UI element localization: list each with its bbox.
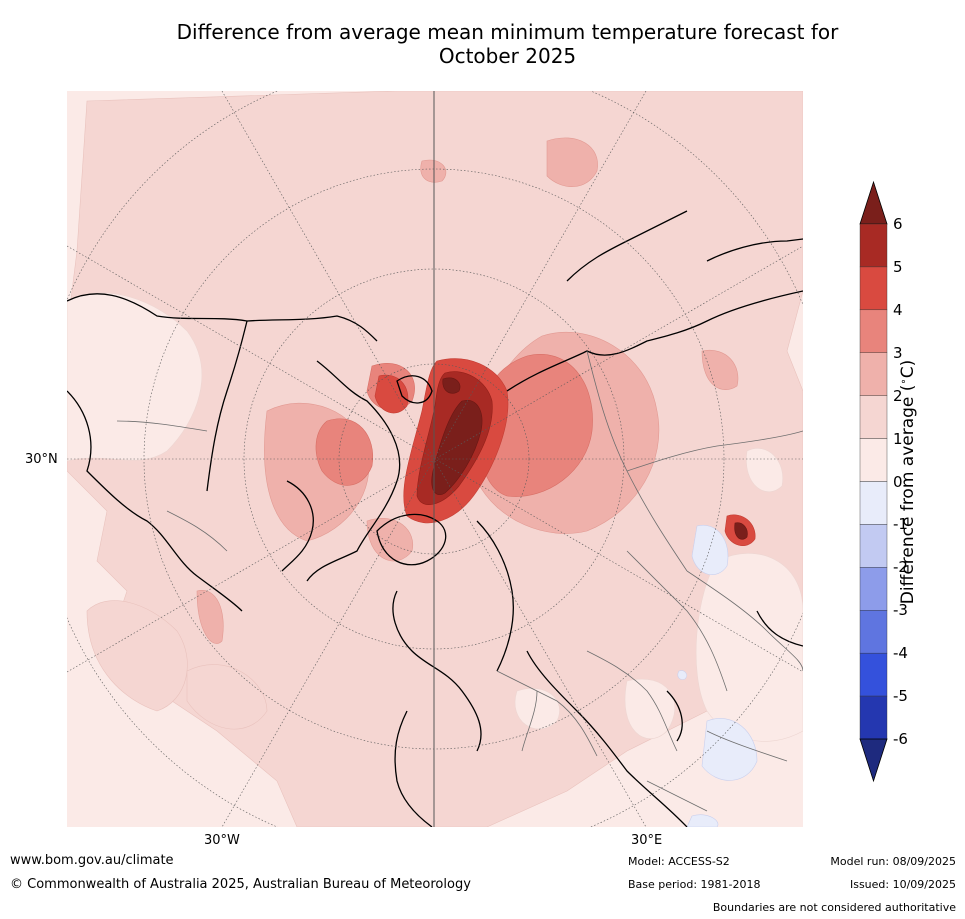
colorbar-tick-label: 1 xyxy=(893,429,903,448)
lon-label-30w: 30°W xyxy=(204,833,240,848)
colorbar-tick-label: 4 xyxy=(893,300,903,319)
colorbar-bin xyxy=(859,223,888,268)
coastlines xyxy=(67,210,803,827)
anomaly-negative-regions xyxy=(677,524,758,827)
colorbar-tick-label: 6 xyxy=(893,215,903,233)
colorbar-over-arrow xyxy=(859,180,888,225)
colorbar-label-unit: C) xyxy=(898,359,918,379)
anomaly-above-6-regions xyxy=(431,377,748,540)
title-line-1: Difference from average mean minimum tem… xyxy=(176,20,839,44)
title-line-2: October 2025 xyxy=(438,44,577,68)
colorbar-tick-label: -5 xyxy=(893,687,908,706)
colorbar-bin xyxy=(859,481,888,525)
anomaly-0-1-patches xyxy=(67,292,803,742)
colorbar xyxy=(859,180,888,783)
lat-label-30n: 30°N xyxy=(25,452,58,467)
forecast-map xyxy=(67,91,803,827)
colorbar-tick-label: 0 xyxy=(893,472,903,491)
colorbar-tick-label: -6 xyxy=(893,730,908,748)
colorbar-bin xyxy=(859,438,888,482)
colorbar-bin xyxy=(859,610,888,654)
issued-text: Issued: 10/09/2025 xyxy=(849,878,956,891)
colorbar-bin xyxy=(859,352,888,396)
colorbar-bin xyxy=(859,395,888,439)
political-boundaries xyxy=(116,350,803,812)
colorbar-tick-label: 2 xyxy=(893,386,903,405)
model-text: Model: ACCESS-S2 xyxy=(628,855,730,868)
colorbar-tick-label: 5 xyxy=(893,257,903,276)
colorbar-tick-label: 3 xyxy=(893,343,903,362)
colorbar-tick-label: -1 xyxy=(893,515,908,534)
website-link[interactable]: www.bom.gov.au/climate xyxy=(10,853,174,868)
colorbar-under-arrow xyxy=(859,738,888,783)
colorbar-label-degree: ∘ xyxy=(898,378,910,385)
colorbar-bin xyxy=(859,266,888,311)
colorbar-label-text: Difference from average ( xyxy=(898,384,918,605)
copyright-text: © Commonwealth of Australia 2025, Austra… xyxy=(10,877,471,892)
map-title: Difference from average mean minimum tem… xyxy=(100,20,915,68)
disclaimer-text: Boundaries are not considered authoritat… xyxy=(712,901,956,914)
colorbar-bin xyxy=(859,567,888,611)
colorbar-tick-label: -2 xyxy=(893,558,908,577)
colorbar-label: Difference from average (∘C) xyxy=(898,360,918,604)
colorbar-bin xyxy=(859,695,888,740)
colorbar-bin xyxy=(859,652,888,697)
colorbar-tick-label: -4 xyxy=(893,644,908,663)
colorbar-tick-label: -3 xyxy=(893,601,908,620)
map-svg xyxy=(67,91,803,827)
colorbar-bin xyxy=(859,524,888,568)
model-run-text: Model run: 08/09/2025 xyxy=(830,855,956,868)
lon-label-30e: 30°E xyxy=(631,833,663,848)
base-period-text: Base period: 1981-2018 xyxy=(628,878,761,891)
colorbar-bin xyxy=(859,309,888,353)
